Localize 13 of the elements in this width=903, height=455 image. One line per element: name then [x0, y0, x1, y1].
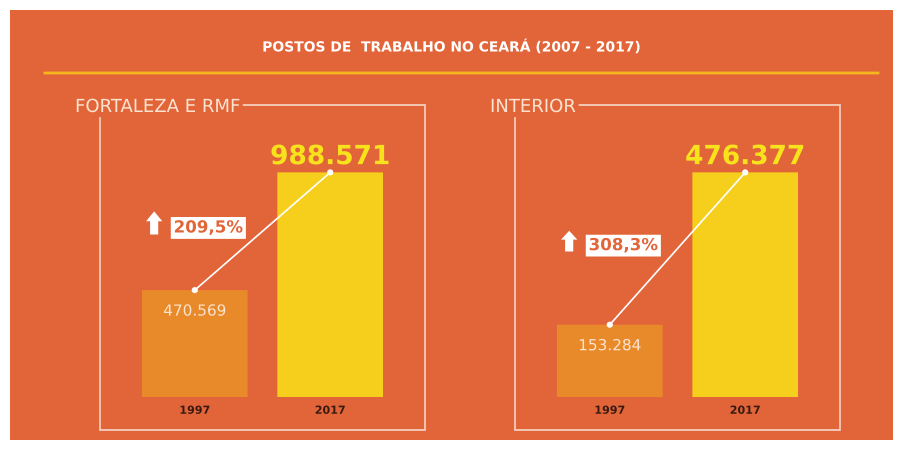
x-tick-label: 2017: [316, 406, 345, 414]
text: POSTOS DE TRABALHO NO CEARÁ (2007 - 2017): [263, 38, 640, 54]
annotation: 308,3%: [590, 238, 658, 253]
data-label: 476.377: [686, 144, 804, 164]
x-tick-label: 1997: [180, 406, 210, 414]
chart-title: INTERIOR: [492, 98, 576, 112]
x-tick-label: 1997: [596, 406, 624, 414]
data-label: 988.571: [271, 144, 388, 164]
x-tick-label: 2017: [730, 406, 760, 414]
data-label: 470.569: [164, 304, 226, 316]
chart-title: FORTALEZA E RMF: [76, 98, 240, 112]
data-label: 153.284: [580, 338, 641, 350]
annotation: 209,5%: [174, 220, 243, 235]
